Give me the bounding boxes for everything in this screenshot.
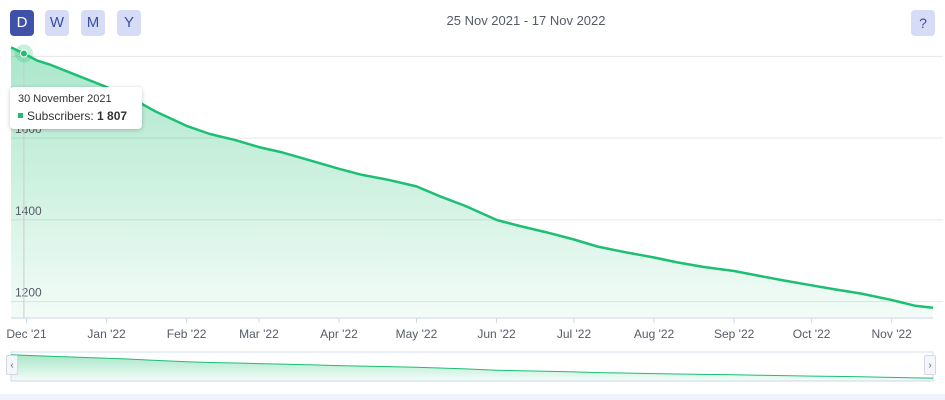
x-tick-label-2022-09-01: Sep '22 xyxy=(714,327,755,341)
series-marker-icon xyxy=(18,113,23,118)
chart-tooltip: 30 November 2021 Subscribers: 1 807 xyxy=(10,87,142,129)
date-range-label: 25 Nov 2021 - 17 Nov 2022 xyxy=(446,13,606,28)
y-tick-label-1200: 1200 xyxy=(15,286,42,300)
x-tick-label-2021-12-01: Dec '21 xyxy=(6,327,47,341)
range-button-week[interactable]: W xyxy=(45,10,69,36)
x-tick-label-2022-11-01: Nov '22 xyxy=(872,327,913,341)
highlight-point xyxy=(19,49,28,58)
navigator-line xyxy=(10,354,934,379)
y-tick-label-1400: 1400 xyxy=(15,204,42,218)
navigator-right-arrow-icon[interactable]: › xyxy=(924,355,936,375)
tooltip-value: 1 807 xyxy=(97,109,128,123)
range-button-day[interactable]: D xyxy=(10,10,34,36)
help-button[interactable]: ? xyxy=(911,10,935,36)
x-tick-label-2022-01-01: Jan '22 xyxy=(87,327,126,341)
tooltip-series-label: Subscribers: xyxy=(27,109,94,123)
tooltip-date: 30 November 2021 xyxy=(18,93,112,105)
x-tick-label-2022-08-01: Aug '22 xyxy=(634,327,675,341)
range-button-month[interactable]: M xyxy=(81,10,105,36)
x-tick-label-2022-02-01: Feb '22 xyxy=(167,327,207,341)
series-area xyxy=(11,47,933,319)
x-tick-label-2022-03-01: Mar '22 xyxy=(239,327,279,341)
x-tick-label-2022-04-01: Apr '22 xyxy=(320,327,358,341)
x-tick-label-2022-10-01: Oct '22 xyxy=(793,327,831,341)
x-tick-label-2022-06-01: Jun '22 xyxy=(477,327,516,341)
bottom-strip xyxy=(0,394,945,400)
navigator-left-arrow-icon[interactable]: ‹ xyxy=(6,355,18,375)
tooltip-row: Subscribers: 1 807 xyxy=(18,109,134,123)
x-tick-label-2022-07-01: Jul '22 xyxy=(557,327,592,341)
range-button-year[interactable]: Y xyxy=(117,10,141,36)
x-tick-label-2022-05-01: May '22 xyxy=(396,327,438,341)
